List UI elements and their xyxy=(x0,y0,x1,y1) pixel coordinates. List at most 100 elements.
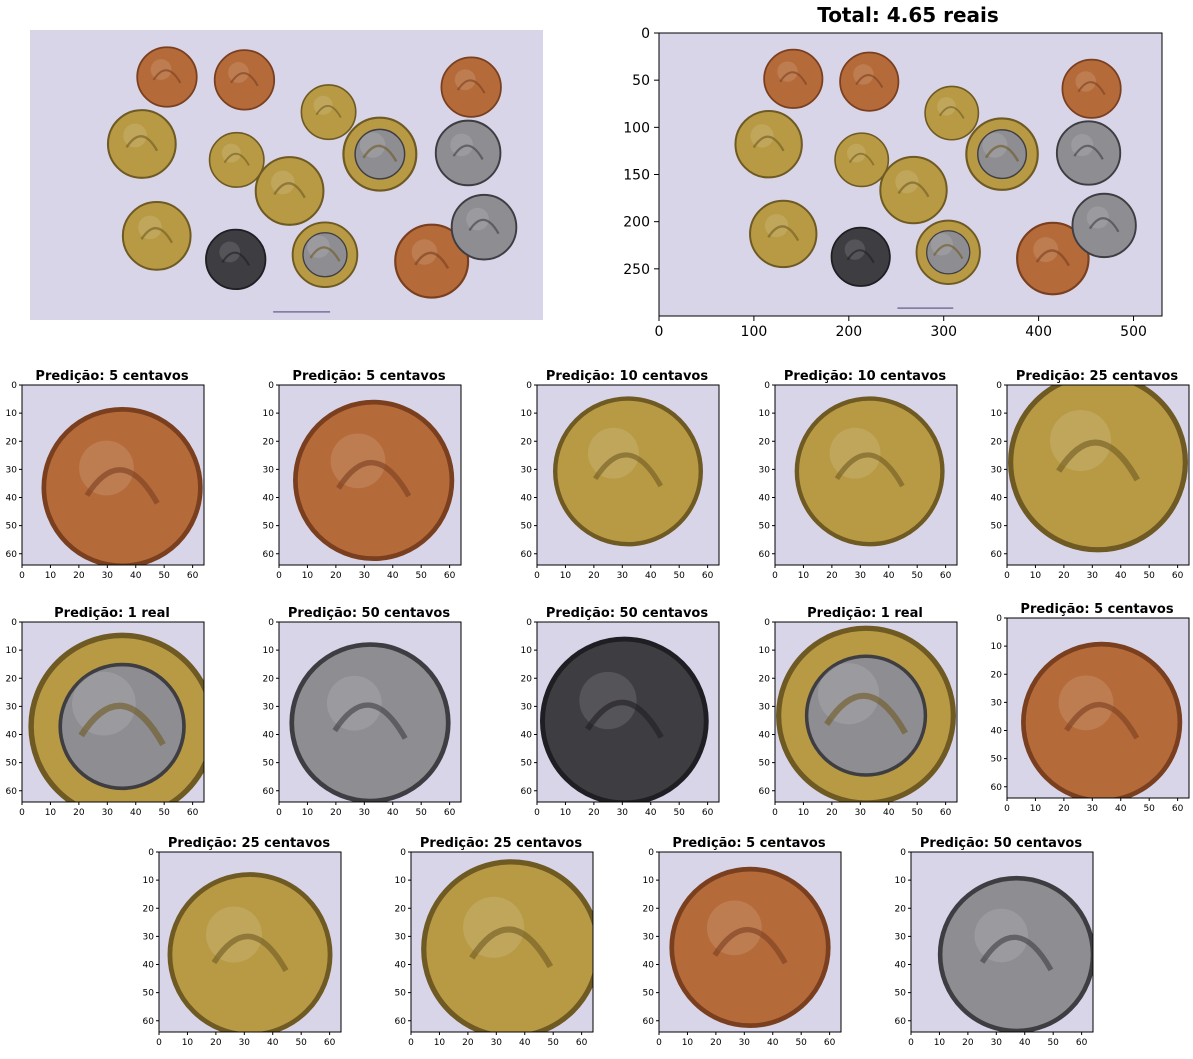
crop-y-tick: 60 xyxy=(759,787,771,797)
crop-x-tick: 40 xyxy=(883,808,895,818)
crop-y-tick: 50 xyxy=(521,759,533,769)
crop-y-tick: 40 xyxy=(6,494,18,504)
crop-x-tick: 0 xyxy=(1004,571,1010,581)
crop-x-tick: 40 xyxy=(1115,804,1127,814)
prediction-title: Predição: 25 centavos xyxy=(1016,369,1178,384)
crop-y-tick: 50 xyxy=(991,755,1003,765)
crop-x-tick: 50 xyxy=(1143,571,1155,581)
crop-y-tick: 60 xyxy=(643,1017,655,1027)
crop-x-tick: 50 xyxy=(1047,1038,1059,1048)
crop-x-tick: 0 xyxy=(908,1038,914,1048)
crop-x-tick: 60 xyxy=(576,1038,588,1048)
plot-coin-10 xyxy=(749,199,818,269)
crop-y-tick: 60 xyxy=(6,550,18,560)
crop-y-tick: 0 xyxy=(268,381,274,391)
prediction-coin xyxy=(41,407,203,565)
crop-y-tick: 0 xyxy=(148,848,154,858)
original-coin-photo xyxy=(30,30,543,320)
crop-y-tick: 50 xyxy=(143,989,155,999)
crop-x-tick: 40 xyxy=(519,1038,531,1048)
crop-y-tick: 60 xyxy=(759,550,771,560)
crop-x-tick: 30 xyxy=(239,1038,251,1048)
plot-x-tick: 300 xyxy=(930,324,957,340)
photo-coin-10 xyxy=(121,201,192,271)
prediction-title: Predição: 25 centavos xyxy=(168,836,330,851)
plot-x-tick: 500 xyxy=(1120,324,1147,340)
plot-coin-5 xyxy=(734,110,803,179)
crop-x-tick: 40 xyxy=(267,1038,279,1048)
crop-x-tick: 0 xyxy=(772,808,778,818)
crop-x-tick: 30 xyxy=(855,571,867,581)
plot-coin-11 xyxy=(1016,221,1090,296)
prediction-panel: Predição: 5 centavos 0 10 20 30 40 50 60 0 10 20 30… xyxy=(263,369,462,581)
crop-x-tick: 30 xyxy=(491,1038,503,1048)
plot-x-tick: 100 xyxy=(741,324,768,340)
crop-x-tick: 50 xyxy=(795,1038,807,1048)
crop-y-tick: 60 xyxy=(991,550,1003,560)
prediction-coin xyxy=(669,866,831,1029)
crop-y-tick: 10 xyxy=(759,646,771,656)
crop-x-tick: 50 xyxy=(158,808,170,818)
prediction-title: Predição: 1 real xyxy=(807,606,923,621)
crop-x-tick: 0 xyxy=(276,808,282,818)
crop-x-tick: 60 xyxy=(444,808,456,818)
crop-x-tick: 50 xyxy=(1143,804,1155,814)
crop-x-tick: 60 xyxy=(1076,1038,1088,1048)
crop-x-tick: 10 xyxy=(302,808,314,818)
crop-y-tick: 20 xyxy=(643,904,655,914)
crop-y-tick: 40 xyxy=(991,494,1003,504)
crop-x-tick: 0 xyxy=(534,571,540,581)
prediction-coin xyxy=(167,872,333,1032)
prediction-title: Predição: 5 centavos xyxy=(672,836,825,851)
photo-coin-3 xyxy=(300,84,357,141)
crop-x-tick: 20 xyxy=(330,808,342,818)
crop-x-tick: 20 xyxy=(73,571,85,581)
prediction-coin xyxy=(289,642,451,802)
prediction-coin xyxy=(553,396,703,547)
crop-x-tick: 10 xyxy=(182,1038,194,1048)
prediction-coin xyxy=(28,632,204,802)
crop-y-tick: 30 xyxy=(263,702,275,712)
plot-coin-4 xyxy=(1061,58,1122,119)
crop-y-tick: 60 xyxy=(991,783,1003,793)
crop-x-tick: 50 xyxy=(673,571,685,581)
crop-y-tick: 60 xyxy=(895,1017,907,1027)
crop-y-tick: 10 xyxy=(263,646,275,656)
crop-y-tick: 60 xyxy=(263,550,275,560)
crop-y-tick: 60 xyxy=(395,1017,407,1027)
crop-x-tick: 60 xyxy=(940,571,952,581)
crop-x-tick: 0 xyxy=(156,1038,162,1048)
plot-y-tick: 50 xyxy=(632,73,650,89)
crop-x-tick: 10 xyxy=(682,1038,694,1048)
crop-y-tick: 30 xyxy=(759,465,771,475)
plot-coin-6 xyxy=(834,132,890,188)
prediction-title: Predição: 10 centavos xyxy=(546,369,708,384)
prediction-title: Predição: 5 centavos xyxy=(1020,602,1173,617)
prediction-title: Predição: 5 centavos xyxy=(35,369,188,384)
crop-x-tick: 10 xyxy=(45,808,57,818)
prediction-panel: Predição: 50 centavos 0 10 20 30 40 50 60 0 10 20 3… xyxy=(895,836,1094,1048)
crop-y-tick: 20 xyxy=(895,904,907,914)
plot-x-tick: 200 xyxy=(835,324,862,340)
crop-x-tick: 60 xyxy=(187,571,199,581)
crop-y-tick: 0 xyxy=(764,381,770,391)
crop-y-tick: 30 xyxy=(263,465,275,475)
crop-y-tick: 20 xyxy=(521,437,533,447)
photo-coin-14 xyxy=(450,193,518,261)
crop-x-tick: 20 xyxy=(330,571,342,581)
crop-x-tick: 20 xyxy=(210,1038,222,1048)
prediction-panel: Predição: 5 centavos 0 10 20 30 40 50 60 0 10 20 30… xyxy=(643,836,842,1048)
crop-y-tick: 30 xyxy=(643,932,655,942)
crop-x-tick: 0 xyxy=(408,1038,414,1048)
crop-y-tick: 60 xyxy=(263,787,275,797)
crop-y-tick: 20 xyxy=(991,670,1003,680)
plot-coin-7 xyxy=(965,117,1039,191)
crop-x-tick: 20 xyxy=(73,808,85,818)
crop-y-tick: 60 xyxy=(521,550,533,560)
crop-x-tick: 60 xyxy=(444,571,456,581)
crop-x-tick: 20 xyxy=(826,571,838,581)
crop-y-tick: 0 xyxy=(764,618,770,628)
crop-y-tick: 10 xyxy=(991,409,1003,419)
crop-x-tick: 60 xyxy=(324,1038,336,1048)
plot-coin-14 xyxy=(1071,192,1137,259)
